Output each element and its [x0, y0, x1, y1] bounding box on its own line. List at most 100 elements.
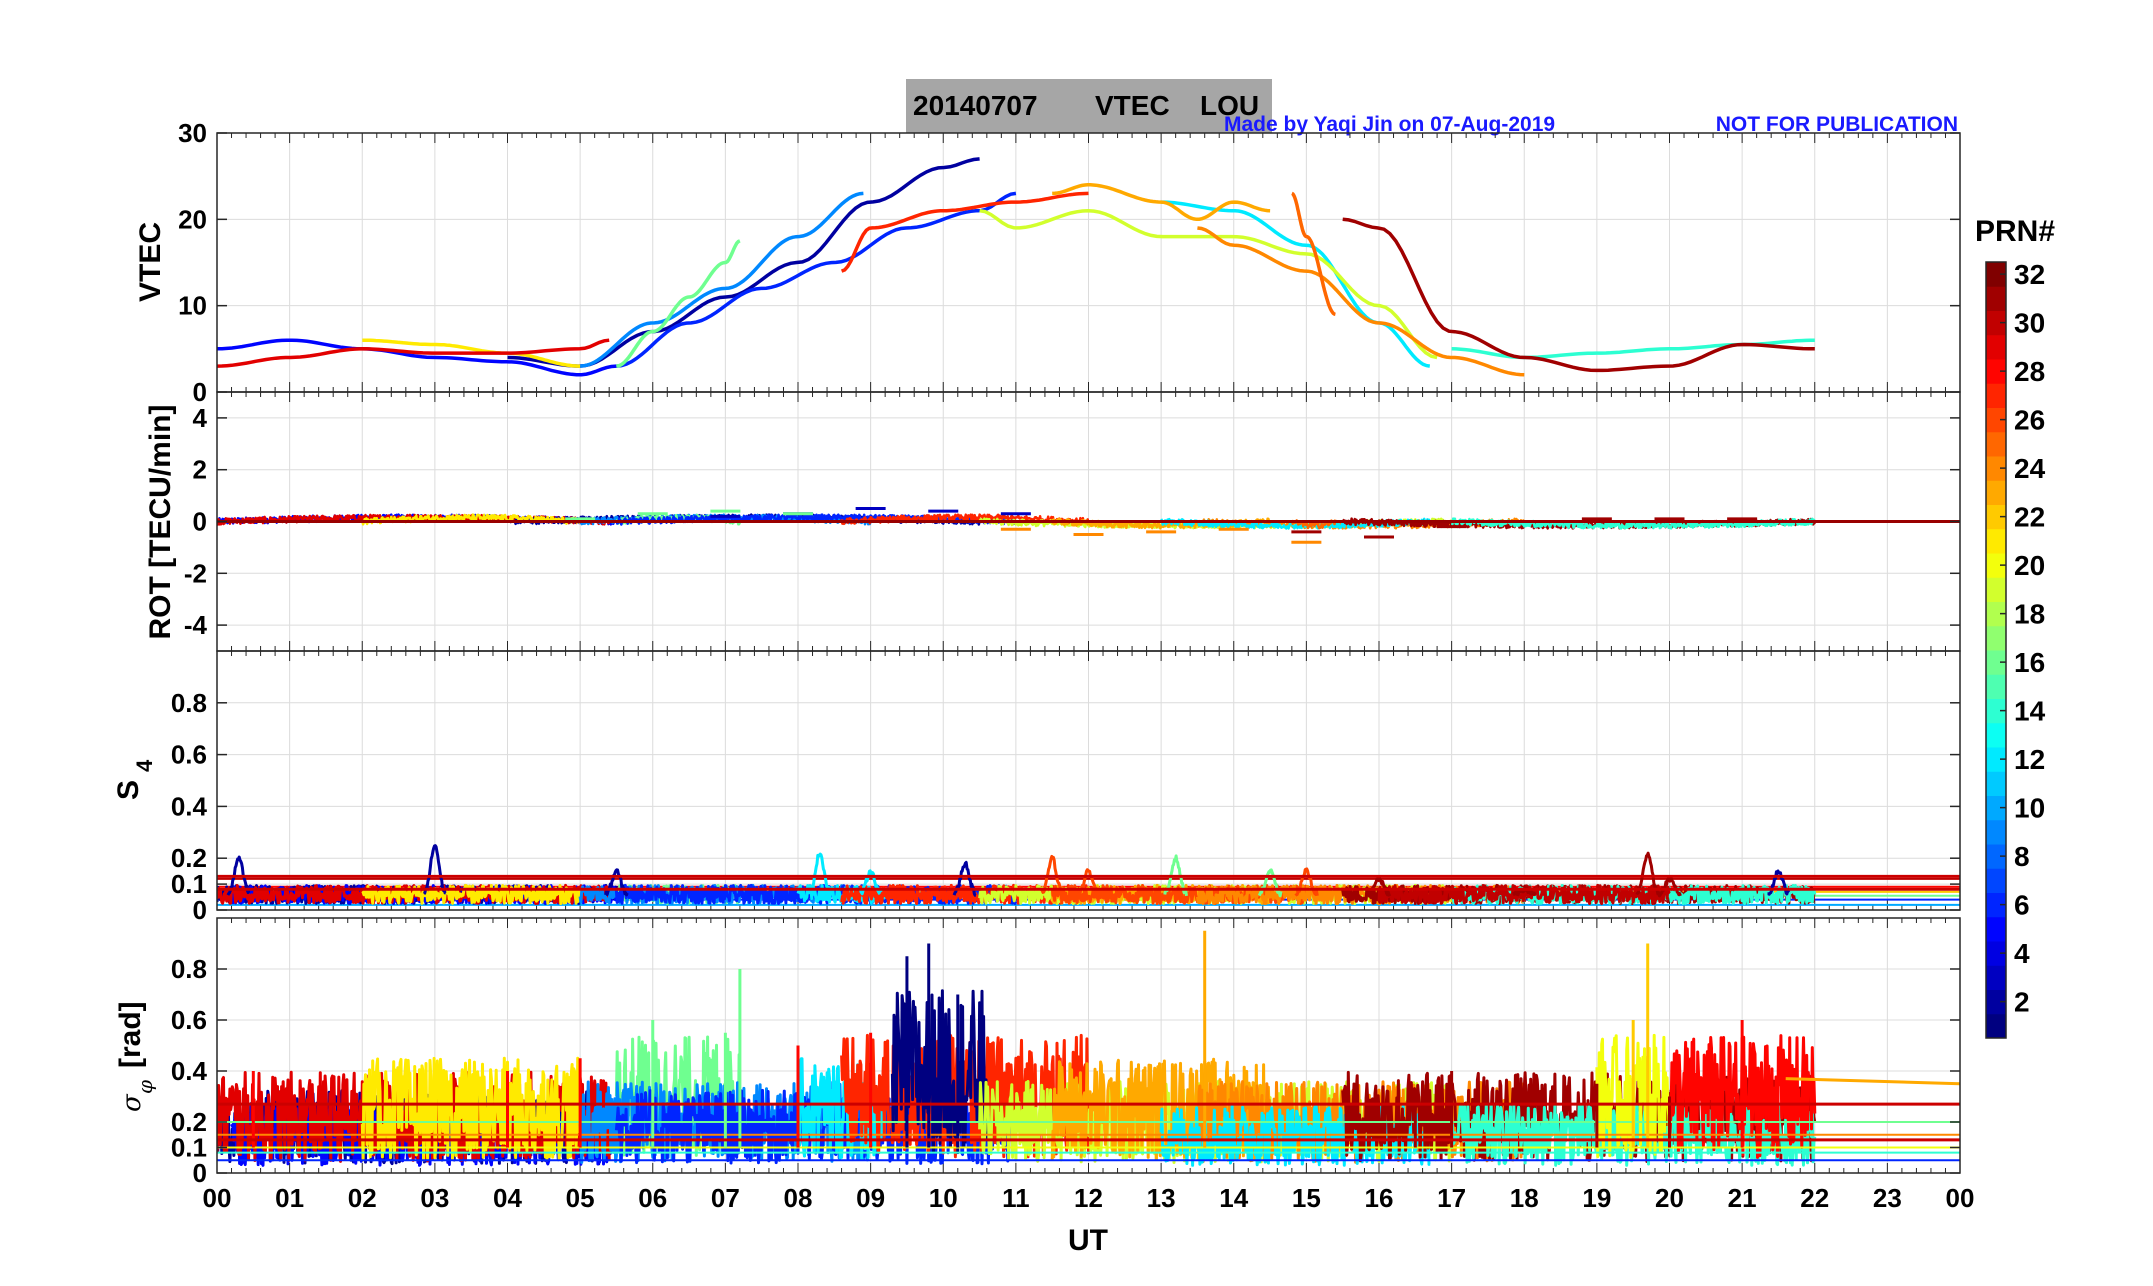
- colorbar-cell-prn-4: [1986, 941, 2006, 966]
- ytick-label: 20: [178, 204, 207, 234]
- sigma-phi-ylabel-main: σ: [117, 1093, 147, 1112]
- ytick-label: 30: [178, 118, 207, 148]
- colorbar-cell-prn-26: [1986, 407, 2006, 433]
- vtec-line-prn-6: [616, 191, 1017, 368]
- sigma-phi-ylabel-unit: [rad]: [114, 1001, 147, 1068]
- colorbar-cell-prn-31: [1986, 286, 2006, 311]
- vtec-line-prn-9: [579, 191, 864, 368]
- colorbar-cell-prn-17: [1986, 625, 2006, 651]
- colorbar-cell-prn-11: [1986, 771, 2006, 796]
- colorbar-tick-label: 4: [2014, 938, 2030, 969]
- colorbar-frame: [1985, 261, 2007, 1039]
- colorbar-cell-prn-13: [1986, 722, 2006, 748]
- ytick-label: 0.1: [171, 1133, 207, 1163]
- colorbar-tick-label: 18: [2014, 599, 2045, 630]
- s4-trace-prn-21: [361, 883, 582, 905]
- ytick-label: 0.6: [171, 1005, 207, 1035]
- colorbar-cell-prn-7: [1986, 868, 2006, 893]
- colorbar-cell-prn-14: [1986, 698, 2006, 724]
- sigma-phi-yticks: 00.10.2 0.4 0.6 0.8: [171, 954, 1960, 1188]
- s4-ylabel-sub: 4: [132, 759, 157, 772]
- ytick-label: 4: [193, 403, 208, 433]
- x-axis-label: UT: [1068, 1224, 1108, 1257]
- vtec-line-prn-27: [840, 191, 1089, 273]
- vtec-line-prn-23: [1052, 183, 1271, 222]
- disclaimer-note: NOT FOR PUBLICATION: [1716, 113, 1958, 136]
- s4-ylabel: S 4: [112, 759, 157, 800]
- s4-series-group: [217, 844, 1960, 906]
- colorbar-cell-prn-19: [1986, 577, 2006, 602]
- s4-spike-prn-26: [1040, 854, 1065, 896]
- ytick-label: 0.6: [171, 740, 207, 770]
- colorbar-tick-label: 30: [2014, 308, 2045, 339]
- colorbar-tick-label: 22: [2014, 502, 2045, 533]
- sigma-phi-panel: 00.10.2 0.4 0.6 0.8 σ φ [rad]: [114, 917, 1961, 1188]
- ytick-label: 0.4: [171, 1056, 208, 1086]
- colorbar-tick-label: 10: [2014, 793, 2045, 824]
- rot-trace-prn-21: [361, 513, 582, 526]
- s4-spike-prn-16: [1163, 854, 1188, 897]
- vtec-ylabel: VTEC: [134, 222, 167, 302]
- colorbar-label: PRN#: [1975, 215, 2055, 248]
- xtick-label: 15: [1292, 1183, 1321, 1213]
- s4-yticks: 00.10.2 0.4 0.6 0.8: [171, 688, 1960, 925]
- colorbar-cell-prn-32: [1986, 262, 2006, 287]
- ytick-label: 0: [193, 895, 207, 925]
- colorbar-tick-label: 24: [2014, 453, 2046, 484]
- xtick-label: 14: [1219, 1183, 1248, 1213]
- xtick-label: 19: [1582, 1183, 1611, 1213]
- s4-axes-frame: [216, 650, 1961, 911]
- s4-spike-prn-2: [952, 860, 977, 897]
- xtick-label: 21: [1728, 1183, 1757, 1213]
- title-quantity: VTEC: [1095, 90, 1170, 121]
- sigma-trace-prn-20: [1595, 1033, 1671, 1159]
- colorbar-cell-prn-1: [1986, 1013, 2006, 1039]
- ytick-label: 0.2: [171, 843, 207, 873]
- s4-ylabel-main: S: [112, 780, 145, 800]
- x-axis-ticks: 00 01 02 03 04 05 06 07 08 09 10 11 12 13 14 15 16 17 18 19…: [203, 1183, 1975, 1213]
- colorbar-cell-prn-2: [1986, 989, 2006, 1015]
- colorbar-cell-prn-5: [1986, 916, 2006, 942]
- xtick-label: 20: [1655, 1183, 1684, 1213]
- s4-grid: [216, 651, 1961, 910]
- xtick-label: 13: [1147, 1183, 1176, 1213]
- s4-spike-prn-12: [808, 852, 833, 896]
- xtick-label: 03: [420, 1183, 449, 1213]
- ytick-label: 10: [178, 291, 207, 321]
- xtick-label: 10: [929, 1183, 958, 1213]
- xtick-label: 22: [1800, 1183, 1829, 1213]
- s4-spike-prn-2: [226, 855, 251, 896]
- xtick-label: 00: [1946, 1183, 1975, 1213]
- vtec-line-prn-29: [217, 338, 610, 368]
- xtick-label: 07: [711, 1183, 740, 1213]
- colorbar-tick-label: 6: [2014, 890, 2030, 921]
- colorbar-tick-label: 16: [2014, 647, 2045, 678]
- sigma-phi-ylabel: σ φ [rad]: [114, 1001, 157, 1112]
- title-station: LOU: [1200, 90, 1259, 121]
- sigma-trace-prn-21: [360, 1056, 582, 1162]
- colorbar-cell-prn-29: [1986, 334, 2006, 360]
- sigma-phi-axes-frame: [216, 917, 1961, 1174]
- title-date: 20140707: [913, 90, 1038, 121]
- colorbar-cell-prn-30: [1986, 310, 2006, 336]
- sigma-phi-series-group: [217, 930, 1960, 1167]
- colorbar-tick-label: 14: [2014, 696, 2046, 727]
- colorbar-cell-prn-20: [1986, 553, 2006, 578]
- s4-spike-prn-2: [422, 844, 447, 895]
- xtick-label: 04: [493, 1183, 522, 1213]
- ytick-label: -2: [184, 558, 207, 588]
- sigma-tail-prn-23: [1785, 1077, 1960, 1086]
- rot-ylabel: ROT [TECU/min]: [144, 405, 177, 640]
- colorbar-cell-prn-24: [1986, 456, 2006, 481]
- colorbar-cell-prn-3: [1986, 965, 2006, 990]
- xtick-label: 11: [1002, 1183, 1030, 1213]
- ytick-label: 0.8: [171, 954, 207, 984]
- colorbar-tick-label: 20: [2014, 550, 2045, 581]
- vtec-yticks: 0 10 20 30: [178, 118, 1960, 407]
- vtec-line-prn-5: [217, 338, 617, 377]
- colorbar-cells: [1986, 262, 2006, 1039]
- colorbar-cell-prn-15: [1986, 674, 2006, 699]
- vtec-line-prn-2: [507, 157, 980, 368]
